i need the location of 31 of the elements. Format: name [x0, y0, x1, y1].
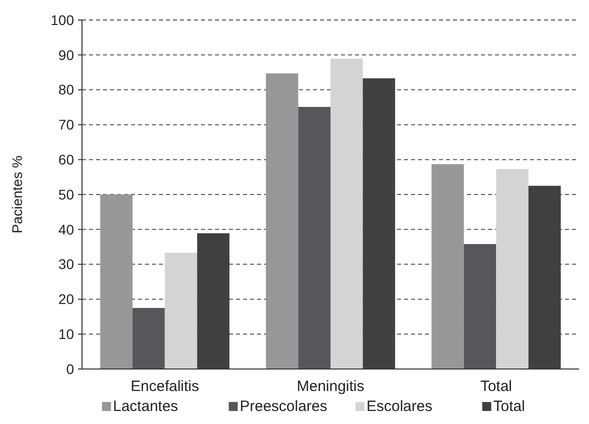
y-tick-label: 30 — [58, 256, 74, 272]
y-tick-label: 40 — [58, 221, 74, 238]
bar — [100, 194, 133, 369]
y-tick-label: 20 — [58, 291, 74, 308]
y-tick-label: 70 — [58, 116, 74, 133]
bar — [464, 244, 496, 369]
bar — [266, 73, 298, 369]
bar — [330, 58, 363, 369]
bar — [298, 106, 330, 369]
bar — [197, 233, 230, 369]
legend-label: Lactantes — [113, 398, 178, 415]
y-tick-label: 100 — [50, 12, 74, 28]
bar — [132, 308, 165, 369]
legend-label: Total — [493, 398, 525, 415]
y-tick-label: 90 — [58, 46, 74, 63]
bar — [528, 186, 561, 369]
bar — [164, 252, 198, 369]
x-tick-label: Total — [480, 378, 512, 395]
y-tick-label: 60 — [58, 152, 74, 168]
bar — [362, 78, 396, 369]
x-tick-label: Meningitis — [296, 378, 364, 395]
bar — [496, 169, 528, 369]
legend-label: Preescolares — [240, 398, 328, 415]
y-tick-label: 80 — [58, 82, 74, 98]
legend-label: Escolares — [366, 398, 432, 415]
y-axis-title: Pacientes % — [9, 156, 25, 234]
bar — [432, 164, 464, 369]
y-tick-label: 0 — [66, 360, 74, 377]
x-tick-label: Encefalitis — [130, 378, 200, 395]
y-tick-label: 50 — [58, 186, 74, 202]
y-tick-label: 10 — [58, 326, 74, 342]
